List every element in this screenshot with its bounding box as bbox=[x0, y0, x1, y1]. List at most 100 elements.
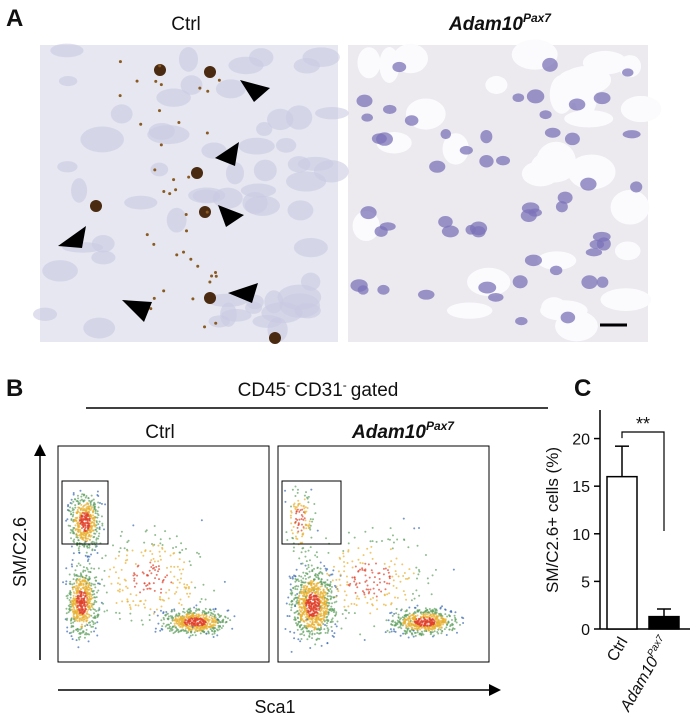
event bbox=[299, 614, 301, 616]
event bbox=[193, 623, 195, 625]
event bbox=[370, 552, 372, 554]
event bbox=[133, 578, 135, 580]
event bbox=[184, 619, 186, 621]
event bbox=[79, 545, 81, 547]
event bbox=[405, 599, 407, 601]
event bbox=[108, 576, 110, 578]
x-tick-label: Ctrl bbox=[604, 635, 631, 665]
event bbox=[387, 630, 389, 632]
event bbox=[450, 624, 452, 626]
event bbox=[301, 602, 303, 604]
event bbox=[72, 638, 74, 640]
event bbox=[98, 533, 100, 535]
event bbox=[295, 518, 297, 520]
event bbox=[179, 558, 181, 560]
event bbox=[85, 590, 87, 592]
event bbox=[201, 618, 203, 620]
event bbox=[350, 603, 352, 605]
event bbox=[164, 551, 166, 553]
stain-dot bbox=[185, 229, 188, 232]
event bbox=[414, 628, 416, 630]
event bbox=[92, 529, 94, 531]
event bbox=[302, 598, 304, 600]
event bbox=[77, 598, 79, 600]
event bbox=[384, 588, 386, 590]
event bbox=[290, 583, 292, 585]
event bbox=[172, 619, 174, 621]
event bbox=[415, 567, 417, 569]
event bbox=[391, 612, 393, 614]
event bbox=[320, 568, 322, 570]
event bbox=[301, 584, 303, 586]
event bbox=[149, 619, 151, 621]
event bbox=[366, 548, 368, 550]
event bbox=[429, 624, 431, 626]
event bbox=[98, 506, 100, 508]
stain-dot bbox=[162, 289, 165, 292]
event bbox=[303, 612, 305, 614]
cell bbox=[111, 104, 133, 123]
event bbox=[182, 615, 184, 617]
event bbox=[106, 610, 108, 612]
event bbox=[85, 632, 87, 634]
event bbox=[83, 621, 85, 623]
event bbox=[67, 504, 69, 506]
event bbox=[300, 611, 302, 613]
nucleus bbox=[569, 98, 585, 110]
event bbox=[73, 599, 75, 601]
event bbox=[217, 619, 219, 621]
cell bbox=[59, 76, 77, 86]
event bbox=[372, 540, 374, 542]
event bbox=[173, 576, 175, 578]
event bbox=[126, 541, 128, 543]
event bbox=[197, 619, 199, 621]
event bbox=[294, 586, 296, 588]
event bbox=[312, 518, 314, 520]
event bbox=[84, 610, 86, 612]
event bbox=[359, 633, 361, 635]
event bbox=[330, 606, 332, 608]
event bbox=[121, 531, 123, 533]
event bbox=[310, 546, 312, 548]
event bbox=[89, 563, 91, 565]
cell bbox=[315, 107, 349, 119]
event bbox=[200, 622, 202, 624]
event bbox=[122, 589, 124, 591]
event bbox=[408, 620, 410, 622]
event bbox=[81, 598, 83, 600]
event bbox=[313, 607, 315, 609]
event bbox=[87, 555, 89, 557]
event bbox=[181, 604, 183, 606]
event bbox=[188, 636, 190, 638]
event bbox=[196, 622, 198, 624]
event bbox=[194, 620, 196, 622]
event bbox=[410, 620, 412, 622]
event bbox=[300, 638, 302, 640]
panel-label: A bbox=[6, 5, 23, 32]
event bbox=[305, 608, 307, 610]
event bbox=[72, 501, 74, 503]
event bbox=[155, 628, 157, 630]
event bbox=[77, 523, 79, 525]
event bbox=[317, 614, 319, 616]
stain-dot bbox=[146, 233, 149, 236]
event bbox=[420, 625, 422, 627]
event bbox=[455, 618, 457, 620]
event bbox=[91, 500, 93, 502]
event bbox=[297, 610, 299, 612]
event bbox=[331, 586, 333, 588]
event bbox=[314, 554, 316, 556]
event bbox=[72, 625, 74, 627]
event bbox=[86, 532, 88, 534]
event bbox=[324, 584, 326, 586]
event bbox=[411, 599, 413, 601]
event bbox=[291, 529, 293, 531]
nucleus bbox=[429, 161, 445, 173]
nucleus bbox=[465, 225, 475, 235]
event bbox=[168, 589, 170, 591]
event bbox=[86, 611, 88, 613]
event bbox=[300, 580, 302, 582]
event bbox=[80, 594, 82, 596]
event bbox=[448, 614, 450, 616]
event bbox=[333, 566, 335, 568]
